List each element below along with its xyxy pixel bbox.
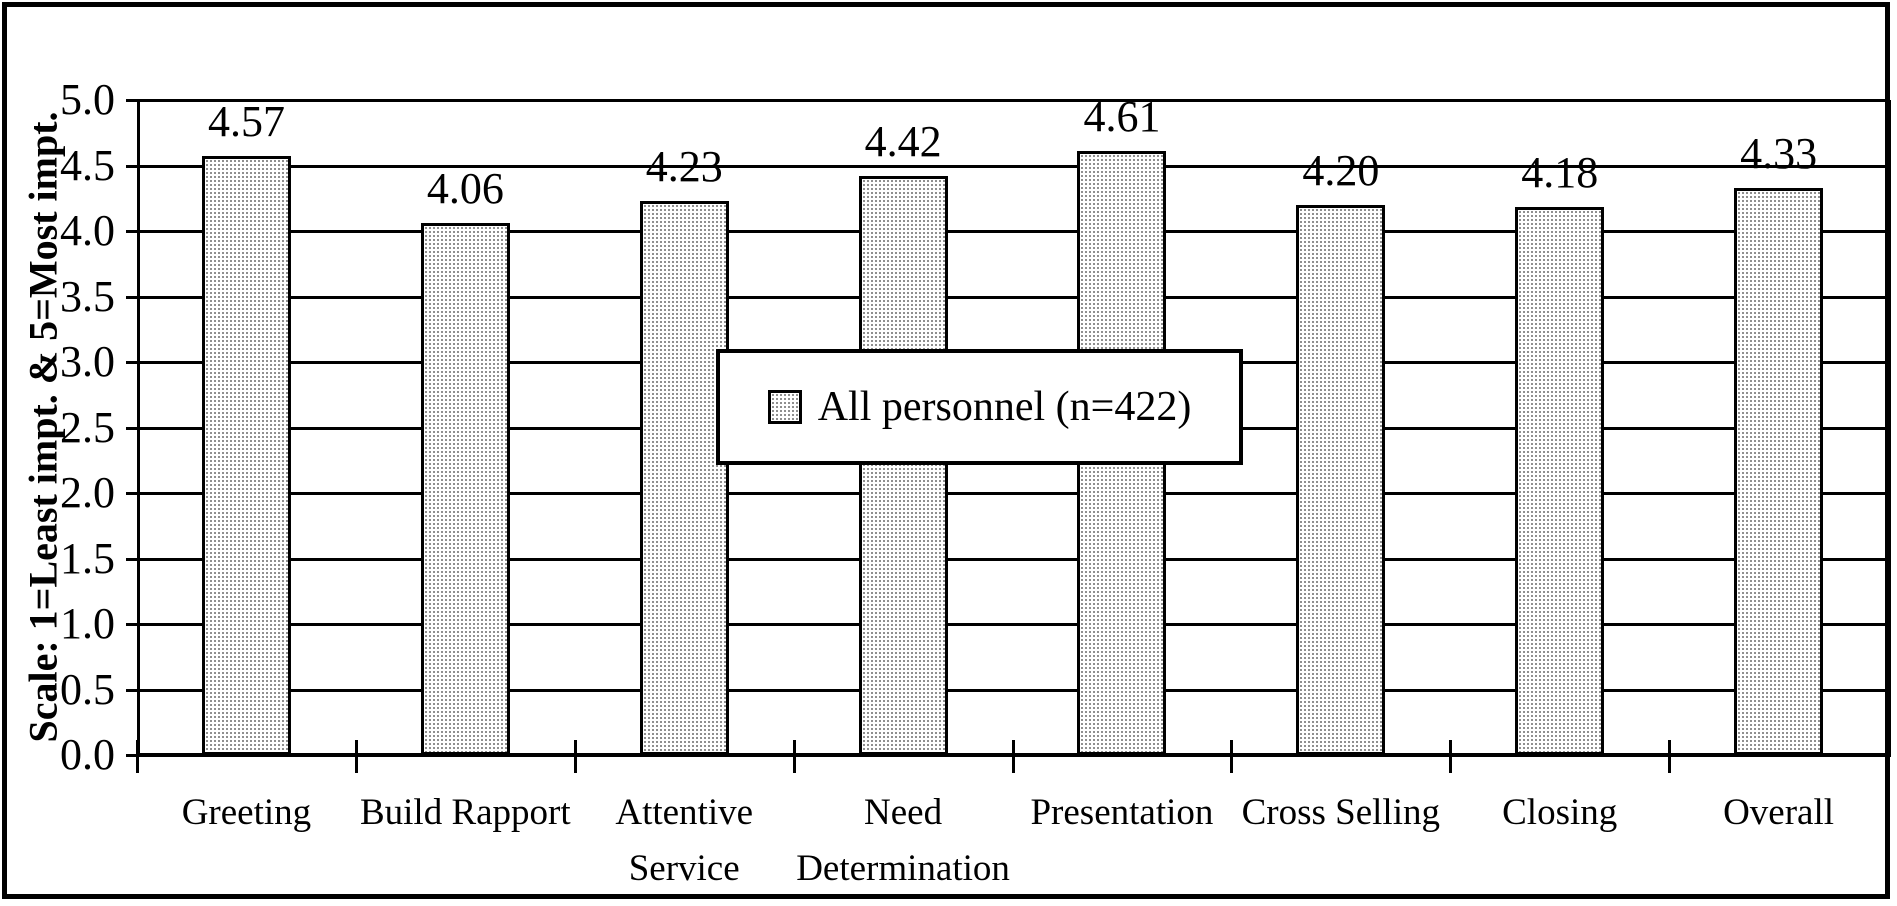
bar-greeting	[201, 156, 291, 755]
x-axis-category-label: Greeting	[181, 792, 312, 833]
bar-build-rapport	[420, 223, 510, 755]
x-axis-category-label: Overall	[1723, 792, 1835, 833]
gridline	[137, 623, 1888, 626]
y-axis-tick-label: 3.5	[60, 271, 115, 321]
y-axis-tick-label: 1.5	[60, 533, 115, 583]
x-axis-category-label: Need Determination	[796, 792, 1010, 889]
bar-value-label: 4.06	[426, 164, 504, 214]
x-axis-tick	[1449, 740, 1453, 773]
gridline	[137, 99, 1888, 102]
bar-value-label: 4.18	[1521, 148, 1599, 198]
bar-value-label: 4.42	[864, 116, 942, 166]
bar-need-determination	[858, 175, 948, 755]
y-axis-tick-label: 3.0	[60, 337, 115, 386]
bar-value-label: 4.61	[1083, 92, 1161, 142]
bar-value-label: 4.33	[1740, 128, 1818, 178]
x-axis-category-label: Attentive Service	[615, 792, 754, 889]
bar-value-label: 4.20	[1302, 145, 1380, 195]
bar-value-label: 4.23	[645, 141, 723, 191]
x-axis-tick	[792, 740, 796, 773]
x-axis-tick	[573, 740, 577, 773]
gridline	[137, 230, 1888, 233]
y-axis-tick-label: 4.0	[60, 206, 115, 255]
legend: All personnel (n=422)	[716, 349, 1243, 465]
y-axis-tick-label: 1.0	[60, 599, 115, 648]
x-axis-tick	[1230, 740, 1234, 773]
x-axis-category-label: Closing	[1502, 792, 1618, 833]
y-axis-tick-label: 2.0	[60, 468, 115, 517]
bar-closing	[1515, 207, 1605, 755]
y-axis-tick-label: 0.5	[60, 664, 115, 714]
x-axis-tick	[1887, 740, 1890, 773]
bar-attentive-service	[639, 200, 729, 755]
y-axis-tick-label: 0.0	[60, 730, 115, 779]
bar-value-label: 4.57	[207, 97, 285, 147]
x-axis-category-label: Presentation	[1030, 792, 1214, 833]
y-axis-tick-label: 5.0	[60, 75, 115, 124]
y-axis-line	[137, 100, 140, 755]
gridline	[137, 295, 1888, 299]
x-axis-tick	[354, 740, 358, 773]
plot-area: 0.0 0.5 1.0 1.5 2.0 2.5 3.0 3.5 4.0 4.5 5.0 4.57 Gre…	[7, 7, 1891, 894]
gridline	[137, 557, 1888, 561]
y-axis-tick-label: 2.5	[60, 402, 115, 452]
bar-cross-selling	[1296, 204, 1386, 755]
bar-overall	[1734, 187, 1824, 755]
legend-label: All personnel (n=422)	[817, 384, 1192, 430]
y-axis-tick-label: 4.5	[60, 140, 115, 190]
x-axis-tick	[136, 740, 139, 773]
x-axis-category-label: Build Rapport	[359, 792, 571, 833]
x-axis-tick	[1668, 740, 1672, 773]
gridline	[137, 688, 1888, 692]
gridline	[137, 164, 1888, 168]
plot-right-border	[1888, 100, 1891, 755]
x-axis-tick	[1011, 740, 1015, 773]
gridline	[137, 492, 1888, 495]
x-axis-category-label: Cross Selling	[1241, 792, 1440, 833]
legend-swatch-icon	[767, 390, 802, 424]
